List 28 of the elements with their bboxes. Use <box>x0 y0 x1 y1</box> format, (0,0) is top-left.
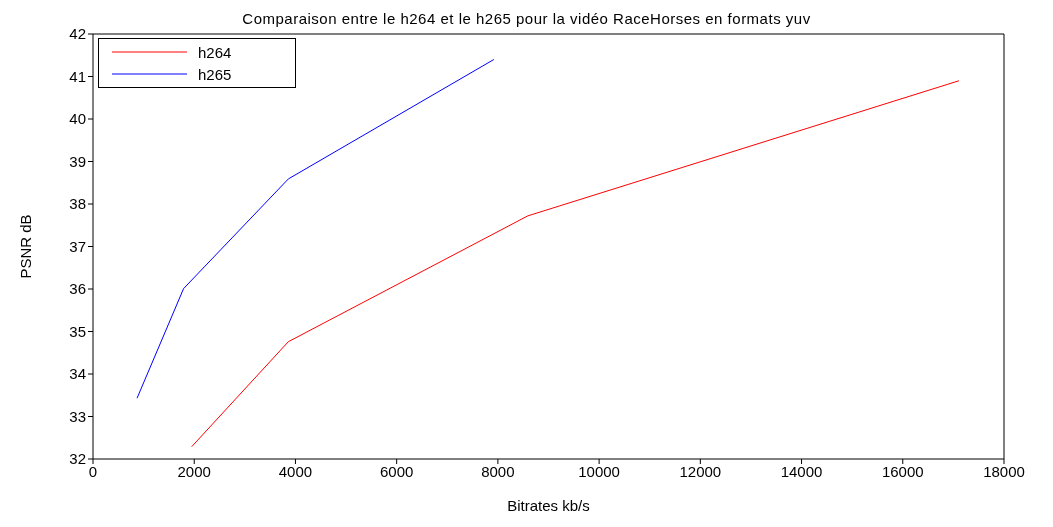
y-tick-label: 37 <box>69 237 86 255</box>
x-tick-label: 4000 <box>278 462 313 480</box>
x-tick-label: 8000 <box>481 462 515 480</box>
legend-label: h264 <box>198 43 232 61</box>
y-tick-label: 41 <box>69 67 86 85</box>
chart-title: Comparaison entre le h264 et le h265 pour la vidéo RaceHorses en formats yuv <box>241 10 812 27</box>
y-tick-label: 38 <box>69 195 86 213</box>
legend-label: h265 <box>198 65 232 83</box>
line-series <box>191 80 960 448</box>
y-tick-label: 36 <box>69 280 86 298</box>
x-tick-label: 18000 <box>983 462 1025 480</box>
x-tick-label: 0 <box>88 462 98 480</box>
y-tick-label: 32 <box>69 450 86 468</box>
y-tick-label: 39 <box>69 152 86 170</box>
y-tick-label: 34 <box>69 365 86 383</box>
x-tick-label: 10000 <box>578 462 620 480</box>
y-axis-title: PSNR dB <box>17 214 35 279</box>
x-tick-label: 16000 <box>881 462 924 480</box>
y-tick-label: 35 <box>69 322 86 340</box>
x-tick-label: 2000 <box>177 462 211 480</box>
y-tick-label: 40 <box>69 110 86 128</box>
y-tick-label: 33 <box>69 407 86 425</box>
y-tick-label: 42 <box>69 25 86 43</box>
x-tick-label: 14000 <box>780 462 823 480</box>
x-tick-label: 12000 <box>679 462 722 480</box>
x-tick-label: 6000 <box>379 462 414 480</box>
x-axis-title: Bitrates kb/s <box>507 497 590 514</box>
line-series <box>136 59 495 399</box>
